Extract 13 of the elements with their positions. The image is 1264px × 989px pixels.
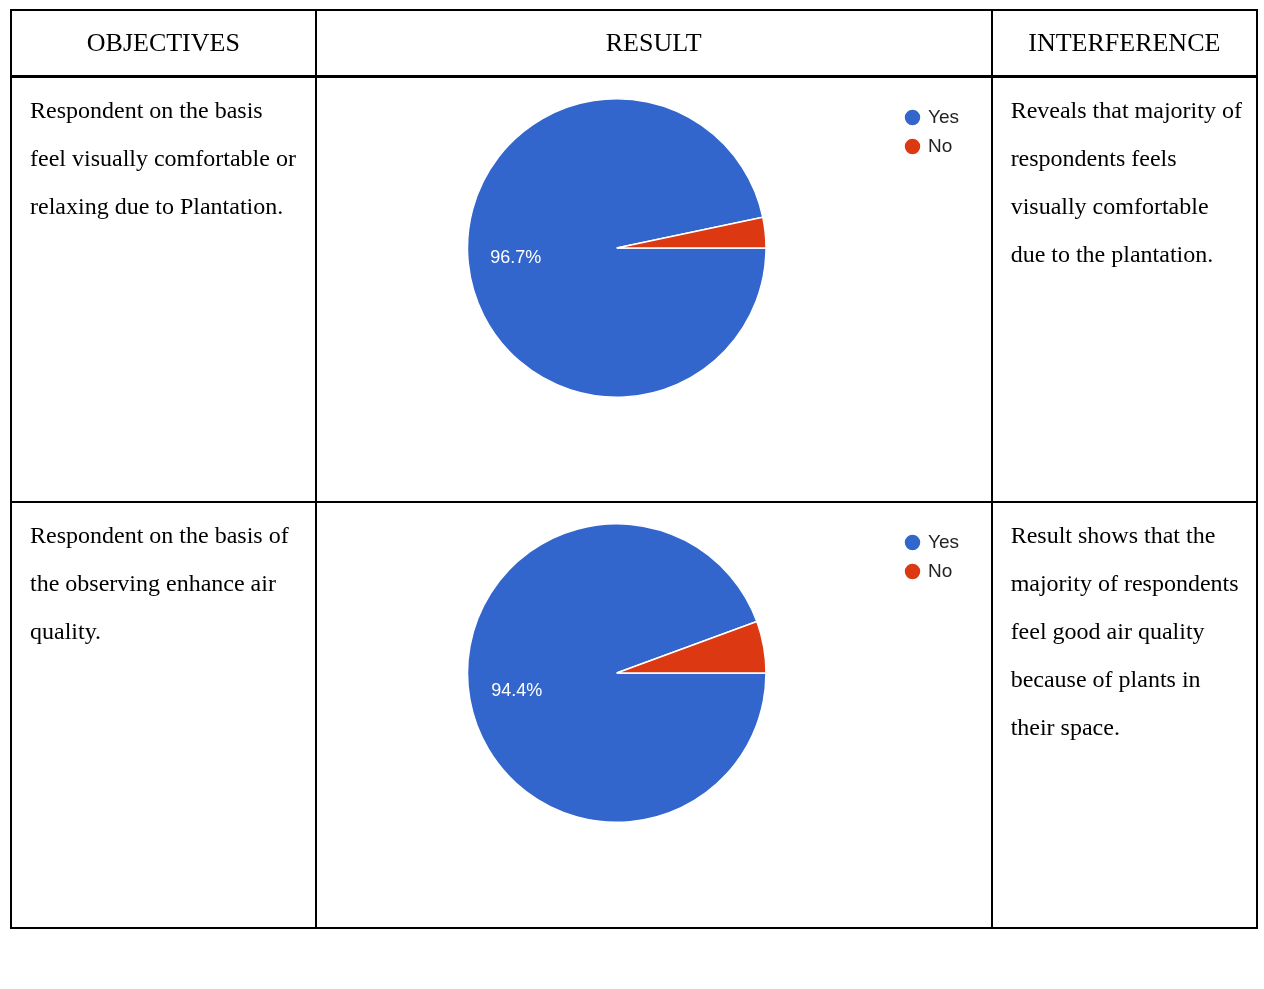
text: Reveals that majority of respondents feels visually comfortable due to the plantation. (991, 76, 1257, 502)
text: INTERFERENCE (991, 10, 1257, 76)
data-label: 94.4% (490, 679, 543, 700)
legend-label: Yes (927, 105, 959, 127)
text: Respondent on the basis feel visually comfortable or relaxing due to Plantation. (11, 76, 316, 502)
text: RESULT (315, 10, 992, 76)
legend-label: No (927, 134, 952, 156)
text: Result shows that the majority of respondents feel good air quality because of plants in their space. (991, 502, 1257, 928)
legend-label: No (927, 559, 952, 581)
legend-label: Yes (927, 530, 959, 552)
text: Respondent on the basis of the observing enhance air quality. (11, 502, 316, 928)
data-label: 96.7% (489, 246, 541, 267)
text: OBJECTIVES (11, 10, 316, 76)
